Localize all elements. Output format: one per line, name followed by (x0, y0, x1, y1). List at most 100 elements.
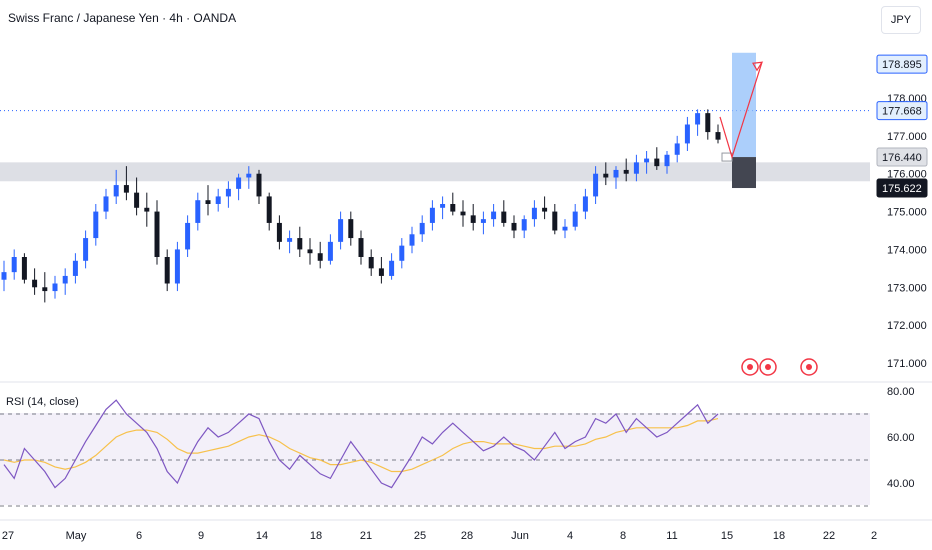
candle-body (419, 222, 425, 235)
candle-body (21, 257, 27, 280)
candle-body (562, 226, 568, 231)
candle-body (246, 173, 252, 178)
candle-body (225, 188, 231, 197)
candle-body (266, 196, 272, 223)
price-tick-label: 172.000 (887, 320, 927, 332)
candle-body (52, 283, 58, 292)
candle-body (684, 124, 690, 144)
time-tick-label: 2 (871, 530, 877, 542)
candle-body (572, 211, 578, 227)
time-tick-label: 21 (360, 530, 372, 542)
rsi-ma-line (3, 418, 719, 473)
candle-body (185, 222, 191, 250)
candle-body (103, 196, 109, 212)
candle-body (62, 275, 68, 284)
candle-body (358, 238, 364, 257)
candle-body (348, 219, 354, 239)
candle-body (276, 222, 282, 242)
candle-body (450, 204, 456, 212)
candle-body (429, 207, 435, 223)
candle-body (317, 253, 323, 261)
time-tick-label: 4 (567, 530, 573, 542)
candle-body (633, 162, 639, 174)
candle-body (113, 185, 119, 197)
candle-body (501, 211, 507, 223)
candle-body (623, 169, 629, 174)
candle-body (215, 196, 221, 204)
candle-body (123, 185, 129, 193)
candle-body (134, 192, 140, 208)
rsi-tick-label: 60.00 (887, 432, 915, 444)
time-tick-label: 18 (773, 530, 785, 542)
price-label-target: 178.895 (882, 59, 922, 71)
candle-body (552, 211, 558, 231)
candle-body (287, 238, 293, 242)
stop-box (732, 157, 756, 189)
price-tick-label: 173.000 (887, 282, 927, 294)
time-tick-label: 15 (721, 530, 733, 542)
candle-body (531, 207, 537, 220)
arrow-head (752, 61, 764, 72)
candle-body (1, 272, 7, 280)
price-label-last-box (876, 101, 928, 121)
time-tick-label: 18 (310, 530, 322, 542)
candle-body (715, 132, 721, 140)
candle-body (338, 219, 344, 242)
currency-button[interactable]: JPY (881, 6, 921, 34)
rsi-tick-label: 80.00 (887, 386, 915, 398)
price-tick-label: 171.000 (887, 358, 927, 370)
price-label-stop: 175.622 (882, 183, 922, 195)
candle-body (470, 215, 476, 223)
candle-body (389, 260, 395, 276)
candle-body (32, 279, 38, 288)
candle-body (72, 260, 78, 276)
candle-body (174, 249, 180, 284)
price-label-last: 177.668 (882, 106, 922, 118)
candle-body (368, 257, 374, 269)
event-marker-dot (765, 364, 771, 370)
candle-body (205, 200, 211, 204)
candle-body (480, 219, 486, 223)
candle-body (674, 143, 680, 155)
candle-body (378, 268, 384, 276)
candle-body (236, 177, 242, 189)
candle-body (705, 113, 711, 133)
candle-body (582, 196, 588, 212)
candle-body (542, 207, 548, 212)
candle-body (144, 207, 150, 212)
candle-body (256, 173, 262, 197)
price-label-entry-box (876, 147, 928, 167)
time-tick-label: 6 (136, 530, 142, 542)
candle-body (521, 219, 527, 231)
time-tick-label: 14 (256, 530, 268, 542)
time-tick-label: Jun (511, 530, 529, 542)
candle-body (664, 154, 670, 167)
candle-body (593, 173, 599, 197)
candle-body (327, 241, 333, 261)
time-tick-label: 9 (198, 530, 204, 542)
time-tick-label: May (66, 530, 87, 542)
rsi-legend-label: RSI (14, close) (6, 396, 79, 408)
candle-body (409, 234, 415, 246)
candle-body (307, 249, 313, 254)
candle-body (460, 211, 466, 216)
time-tick-label: 27 (2, 530, 14, 542)
price-tick-label: 176.000 (887, 169, 927, 181)
candle-body (491, 211, 497, 220)
rsi-line (3, 399, 719, 489)
candle-body (440, 204, 446, 208)
price-tick-label: 175.000 (887, 207, 927, 219)
candle-body (154, 211, 160, 257)
candle-body (644, 158, 650, 163)
candle-body (11, 257, 17, 273)
candle-body (613, 169, 619, 178)
candle-body (42, 287, 48, 292)
candle-body (399, 245, 405, 261)
candle-body (93, 211, 99, 239)
candle-body (164, 257, 170, 284)
time-tick-label: 25 (414, 530, 426, 542)
projection-arrow (719, 62, 763, 160)
target-box (732, 52, 756, 158)
